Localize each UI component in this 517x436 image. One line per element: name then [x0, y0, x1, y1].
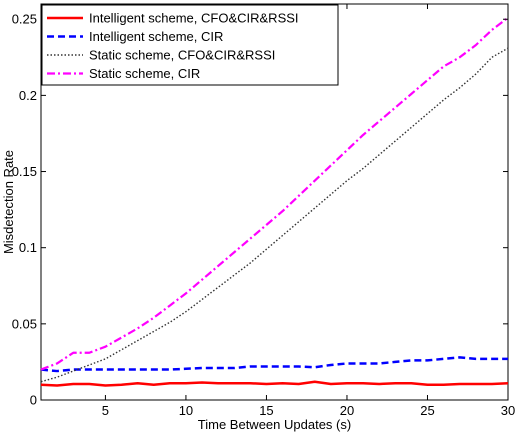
y-tick-label: 0.25 [12, 12, 37, 27]
y-tick-label: 0.2 [19, 88, 37, 103]
x-tick-label: 30 [501, 403, 515, 418]
tick-layer: 5 10 15 20 25 30 0 0.05 0.1 0.15 0.2 0.25 [12, 4, 515, 418]
series-layer [40, 16, 509, 387]
legend-entries: Intelligent scheme, CFO&CIR&RSSI Intellig… [47, 11, 299, 81]
y-tick-label: 0 [30, 393, 37, 408]
y-tick-label: 0.15 [12, 164, 37, 179]
series-line-1 [40, 380, 509, 387]
y-axis-label: Misdetection Rate [1, 150, 16, 254]
series-line-4 [40, 16, 509, 371]
x-tick-label: 10 [179, 403, 193, 418]
x-tick-label: 20 [340, 403, 354, 418]
x-tick-label: 25 [420, 403, 434, 418]
series-line-2 [40, 356, 508, 373]
legend: Intelligent scheme, CFO&CIR&RSSI Intellig… [41, 4, 339, 86]
y-tick-label: 0.05 [12, 316, 37, 331]
y-tick-label: 0.1 [19, 240, 37, 255]
legend-label-2: Intelligent scheme, CIR [89, 29, 223, 44]
x-tick-label: 5 [102, 403, 109, 418]
x-axis-label: Time Between Updates (s) [198, 417, 351, 432]
legend-label-4: Static scheme, CIR [89, 66, 200, 81]
series-line-3 [40, 47, 509, 383]
x-tick-label: 15 [259, 403, 273, 418]
legend-label-1: Intelligent scheme, CFO&CIR&RSSI [89, 11, 299, 26]
legend-box [41, 4, 339, 86]
legend-label-3: Static scheme, CFO&CIR&RSSI [89, 48, 275, 63]
